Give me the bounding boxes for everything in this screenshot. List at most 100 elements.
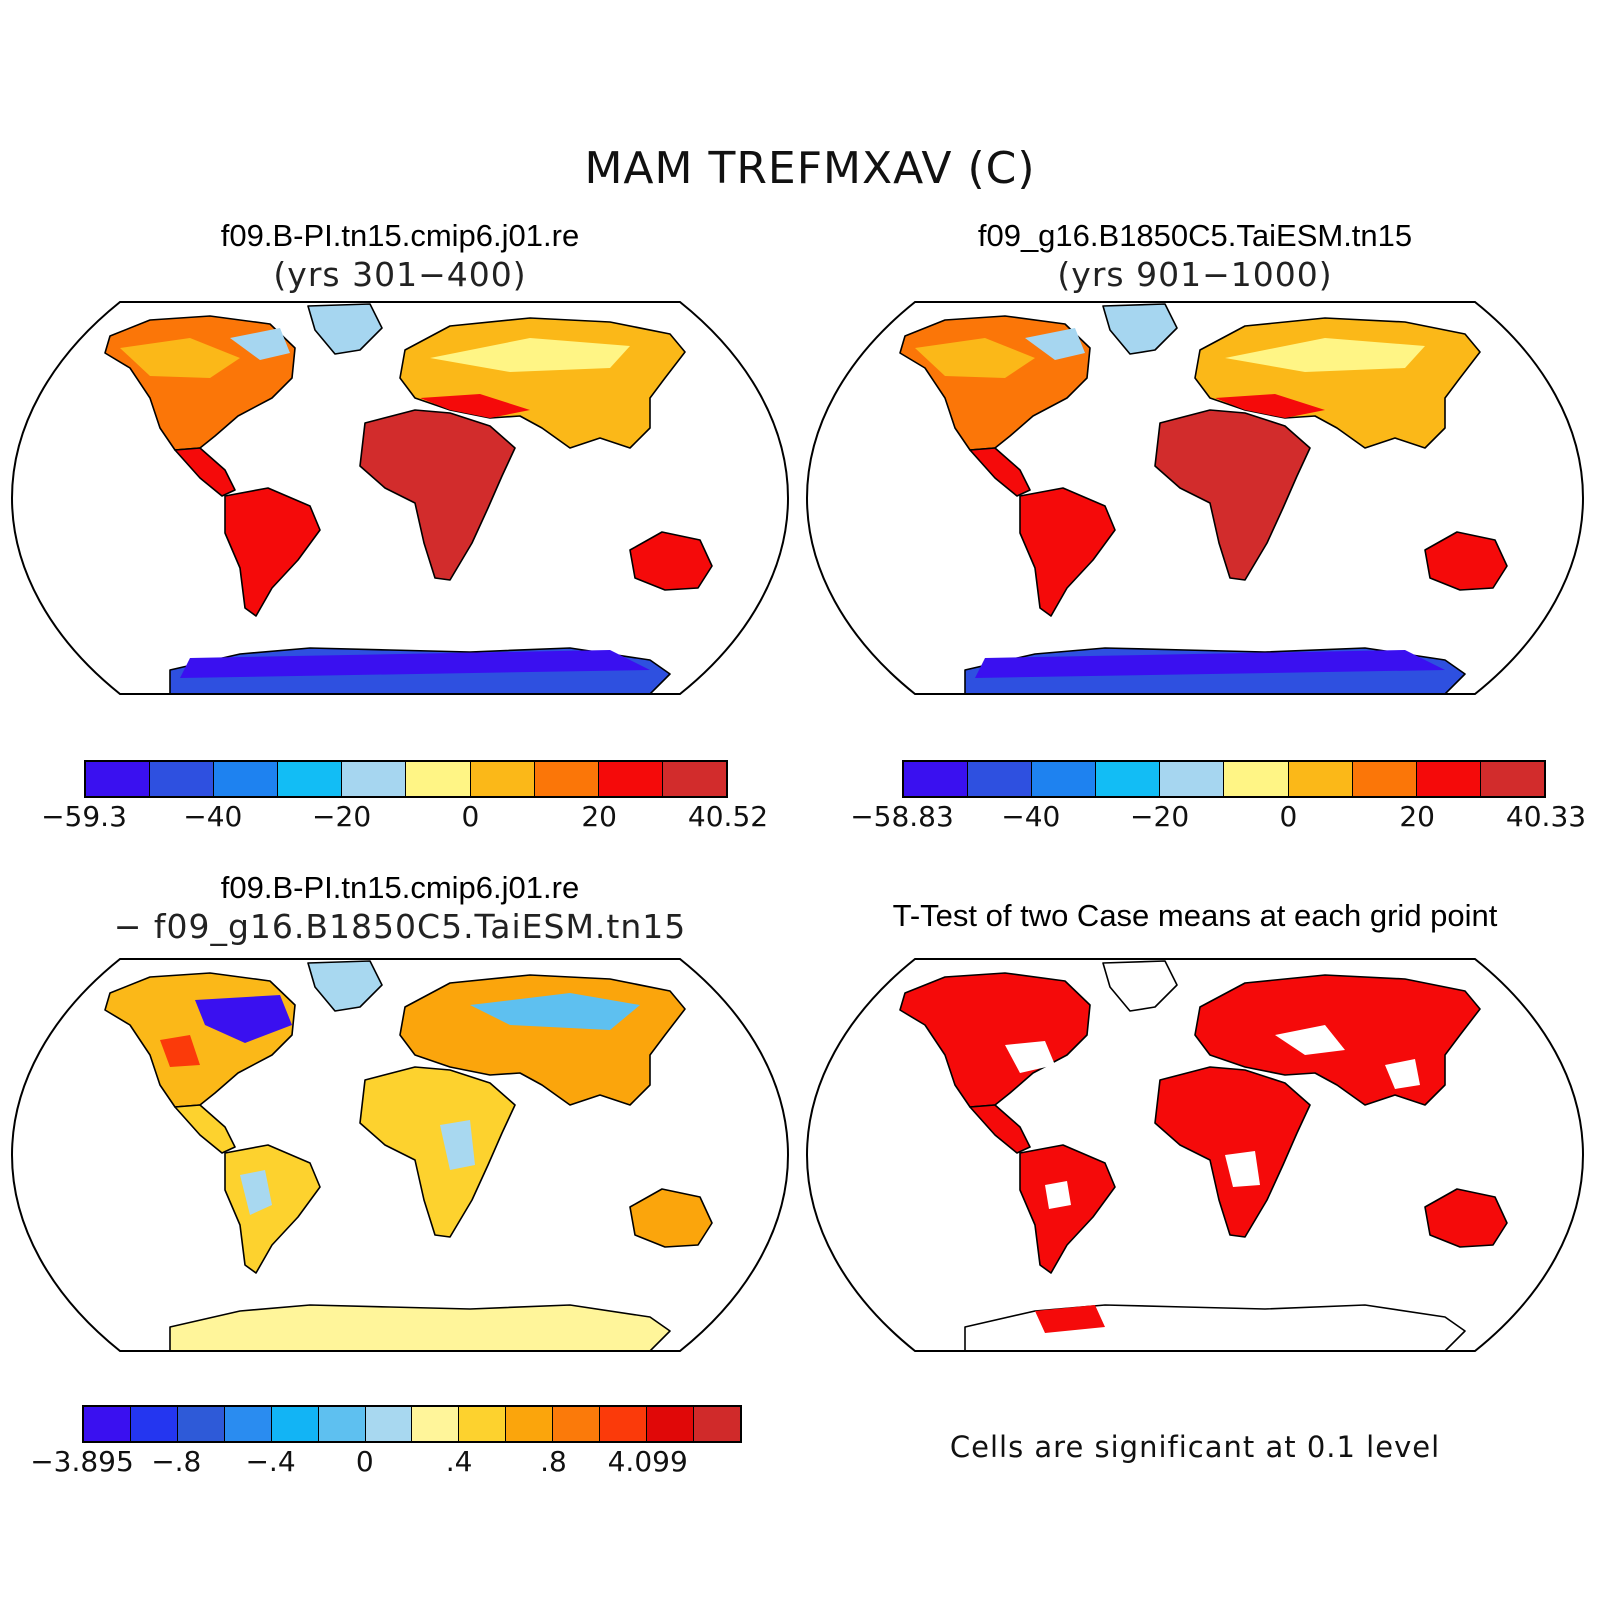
map-shading: [470, 993, 640, 1030]
map-shading: [430, 338, 630, 372]
colorbar-swatch: [214, 762, 279, 796]
map-shading: [180, 650, 650, 678]
figure-title: MAM TREFMXAV (C): [584, 143, 1036, 194]
colorbar-tick-label: −59.3: [41, 800, 127, 833]
map-shading: [1215, 394, 1325, 418]
panel1-colorbar-ticks: −59.3 −40 −20 0 20 40.52: [41, 800, 768, 840]
colorbar-tick-label: 20: [581, 800, 618, 833]
colorbar-swatch: [1416, 762, 1481, 796]
landmass-africa: [359, 1066, 516, 1238]
map-shading: [440, 1120, 475, 1170]
colorbar-swatch: [662, 762, 726, 796]
colorbar-swatch: [1160, 762, 1225, 796]
colorbar-swatch: [1480, 762, 1544, 796]
landmass-samerica: [1019, 487, 1116, 617]
panel2-subtitle: (yrs 901−1000): [1057, 255, 1333, 294]
colorbar-tick-label: 0: [1279, 800, 1298, 833]
colorbar-swatch: [130, 1407, 178, 1441]
panel3-colorbar-ticks: −3.895 −.8 −.4 0 .4 .8 4.099: [30, 1445, 742, 1485]
landmass-camerica: [174, 447, 236, 497]
map-shading: [975, 650, 1445, 678]
colorbar-swatch: [1288, 762, 1353, 796]
map-shading: [120, 338, 240, 378]
map-shading: [915, 338, 1035, 378]
landmass-namerica: [104, 972, 296, 1108]
landmass-australia: [1424, 531, 1508, 591]
map-frame: [805, 301, 1585, 695]
colorbar-swatch: [553, 1407, 601, 1441]
colorbar-tick-label: .8: [540, 1445, 567, 1478]
colorbar-tick-label: 40.52: [687, 800, 769, 833]
insignificant-area: [1005, 1041, 1055, 1073]
panel2-colorbar: [902, 760, 1546, 798]
colorbar-swatch: [459, 1407, 507, 1441]
colorbar-swatch: [1096, 762, 1161, 796]
colorbar-tick-label: −.4: [245, 1445, 296, 1478]
landmass-australia: [629, 531, 713, 591]
map-shading: [195, 995, 292, 1043]
colorbar-swatch: [968, 762, 1033, 796]
colorbar-swatch: [84, 1407, 131, 1441]
landmass-greenland: [1102, 303, 1178, 355]
colorbar-swatch: [534, 762, 599, 796]
colorbar-tick-label: −3.895: [30, 1445, 134, 1478]
panel2-map: [805, 301, 1585, 695]
colorbar-swatch: [693, 1407, 740, 1441]
colorbar-swatch: [224, 1407, 272, 1441]
landmass-samerica: [224, 487, 321, 617]
panel1-map: [10, 301, 790, 695]
landmass-antarctica: [169, 1304, 671, 1351]
map-frame: [10, 958, 790, 1352]
panel1-colorbar: [84, 760, 728, 798]
colorbar-swatch: [600, 1407, 648, 1441]
colorbar-swatch: [506, 1407, 554, 1441]
colorbar-tick-label: −20: [312, 800, 372, 833]
map-frame: [10, 301, 790, 695]
panel1-title: f09.B-PI.tn15.cmip6.j01.re: [220, 218, 580, 253]
colorbar-tick-label: −40: [183, 800, 243, 833]
panel4-title: T-Test of two Case means at each grid po…: [892, 898, 1498, 933]
colorbar-swatch: [598, 762, 663, 796]
panel3-title: f09.B-PI.tn15.cmip6.j01.re: [220, 870, 580, 905]
landmass-greenland: [1102, 960, 1178, 1012]
colorbar-tick-label: −.8: [151, 1445, 202, 1478]
landmass-australia: [1424, 1188, 1508, 1248]
colorbar-swatch: [278, 762, 343, 796]
map-frame: [805, 958, 1585, 1352]
colorbar-tick-label: −20: [1130, 800, 1190, 833]
panel3-map: [10, 958, 790, 1352]
landmass-namerica: [899, 972, 1091, 1108]
panel2-colorbar-ticks: −58.83 −40 −20 0 20 40.33: [850, 800, 1586, 840]
colorbar-swatch: [365, 1407, 413, 1441]
panel3-subtitle: − f09_g16.B1850C5.TaiESM.tn15: [113, 907, 687, 946]
colorbar-swatch: [647, 1407, 694, 1441]
colorbar-swatch: [271, 1407, 319, 1441]
colorbar-swatch: [342, 762, 407, 796]
colorbar-swatch: [1224, 762, 1289, 796]
insignificant-area: [1385, 1059, 1420, 1089]
landmass-africa: [1154, 1066, 1311, 1238]
colorbar-swatch: [1352, 762, 1417, 796]
landmass-camerica: [969, 1104, 1031, 1154]
colorbar-tick-label: −58.83: [850, 800, 954, 833]
colorbar-swatch: [318, 1407, 366, 1441]
map-shading: [230, 328, 290, 360]
panel3-colorbar: [82, 1405, 742, 1443]
colorbar-tick-label: 40.33: [1505, 800, 1587, 833]
insignificant-area: [1275, 1025, 1345, 1055]
landmass-greenland: [307, 303, 383, 355]
panel1-subtitle: (yrs 301−400): [273, 255, 527, 294]
landmass-samerica: [224, 1144, 321, 1274]
colorbar-swatch: [470, 762, 535, 796]
colorbar-swatch: [150, 762, 215, 796]
colorbar-tick-label: −40: [1001, 800, 1061, 833]
landmass-samerica: [1019, 1144, 1116, 1274]
panel2-title: f09_g16.B1850C5.TaiESM.tn15: [977, 218, 1413, 253]
landmass-australia: [629, 1188, 713, 1248]
panel4-map: [805, 958, 1585, 1352]
map-shading: [420, 394, 530, 418]
colorbar-tick-label: 20: [1399, 800, 1436, 833]
panel4-note: Cells are significant at 0.1 level: [949, 1430, 1441, 1464]
colorbar-tick-label: 4.099: [607, 1445, 688, 1478]
map-shading: [160, 1035, 200, 1067]
